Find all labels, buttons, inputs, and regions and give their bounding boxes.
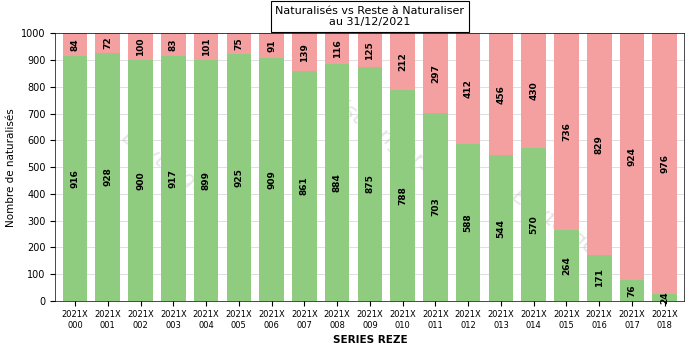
Bar xyxy=(95,33,120,53)
Bar xyxy=(653,33,677,294)
Text: 430: 430 xyxy=(529,81,538,100)
Bar xyxy=(259,33,284,58)
Text: 72: 72 xyxy=(104,37,112,49)
Text: 456: 456 xyxy=(496,85,506,104)
Text: 212: 212 xyxy=(398,52,407,71)
Bar xyxy=(325,65,349,301)
Bar xyxy=(63,33,87,56)
Bar xyxy=(259,58,284,301)
Bar xyxy=(391,33,415,90)
Bar xyxy=(423,33,448,113)
Bar xyxy=(128,60,152,301)
Text: 924: 924 xyxy=(627,147,636,166)
Text: 139: 139 xyxy=(300,42,309,61)
Bar xyxy=(292,71,317,301)
Bar xyxy=(194,33,218,60)
X-axis label: SERIES REZE: SERIES REZE xyxy=(333,336,407,345)
Bar xyxy=(587,255,611,301)
Bar xyxy=(620,280,644,301)
Bar xyxy=(325,33,349,65)
Bar xyxy=(391,90,415,301)
Text: 125: 125 xyxy=(366,41,375,60)
Text: 297: 297 xyxy=(431,64,440,83)
Text: 736: 736 xyxy=(562,122,571,141)
Bar xyxy=(128,33,152,60)
Bar xyxy=(357,33,382,67)
Text: 100: 100 xyxy=(136,38,145,56)
Text: 83: 83 xyxy=(169,38,178,51)
Text: 101: 101 xyxy=(201,38,210,56)
Bar xyxy=(522,33,546,148)
Text: 788: 788 xyxy=(398,186,407,205)
Text: 264: 264 xyxy=(562,256,571,275)
Bar xyxy=(554,230,579,301)
Y-axis label: Nombre de naturalisés: Nombre de naturalisés xyxy=(6,108,16,226)
Text: 412: 412 xyxy=(464,79,473,98)
Text: Eaytarges: Eaytarges xyxy=(117,127,220,207)
Text: 861: 861 xyxy=(300,176,309,195)
Text: 91: 91 xyxy=(267,39,276,52)
Bar xyxy=(653,294,677,301)
Bar xyxy=(226,33,251,54)
Text: 570: 570 xyxy=(529,215,538,234)
Text: 917: 917 xyxy=(169,169,178,188)
Text: 24: 24 xyxy=(660,291,669,304)
Text: 829: 829 xyxy=(595,135,604,154)
Text: 588: 588 xyxy=(464,213,473,232)
Bar xyxy=(161,56,186,301)
Text: 884: 884 xyxy=(333,173,342,192)
Bar xyxy=(194,60,218,301)
Text: Eaytarges: Eaytarges xyxy=(507,186,610,266)
Text: 928: 928 xyxy=(104,167,112,186)
Text: 171: 171 xyxy=(595,269,604,287)
Text: 875: 875 xyxy=(366,174,375,193)
Bar xyxy=(456,144,480,301)
Text: 703: 703 xyxy=(431,198,440,216)
Title: Naturalisés vs Reste à Naturaliser
au 31/12/2021: Naturalisés vs Reste à Naturaliser au 31… xyxy=(275,6,464,27)
Bar xyxy=(161,33,186,56)
Bar xyxy=(357,67,382,301)
Bar xyxy=(522,148,546,301)
Text: 916: 916 xyxy=(70,169,79,188)
Bar xyxy=(489,33,513,155)
Bar xyxy=(554,33,579,230)
Text: 976: 976 xyxy=(660,154,669,173)
Bar xyxy=(63,56,87,301)
Bar xyxy=(95,53,120,301)
Text: 76: 76 xyxy=(627,284,636,297)
Text: 900: 900 xyxy=(136,171,145,190)
Text: 75: 75 xyxy=(235,37,244,50)
Text: 899: 899 xyxy=(201,171,210,190)
Bar xyxy=(587,33,611,255)
Text: 544: 544 xyxy=(496,219,506,238)
Bar xyxy=(292,33,317,71)
Text: Estrangers: Estrangers xyxy=(328,92,437,178)
Bar xyxy=(620,33,644,280)
Bar xyxy=(423,113,448,301)
Text: 84: 84 xyxy=(70,38,79,51)
Text: 909: 909 xyxy=(267,170,276,189)
Bar xyxy=(226,54,251,301)
Text: 925: 925 xyxy=(235,168,244,187)
Bar xyxy=(456,33,480,144)
Bar xyxy=(489,155,513,301)
Text: 116: 116 xyxy=(333,40,342,58)
